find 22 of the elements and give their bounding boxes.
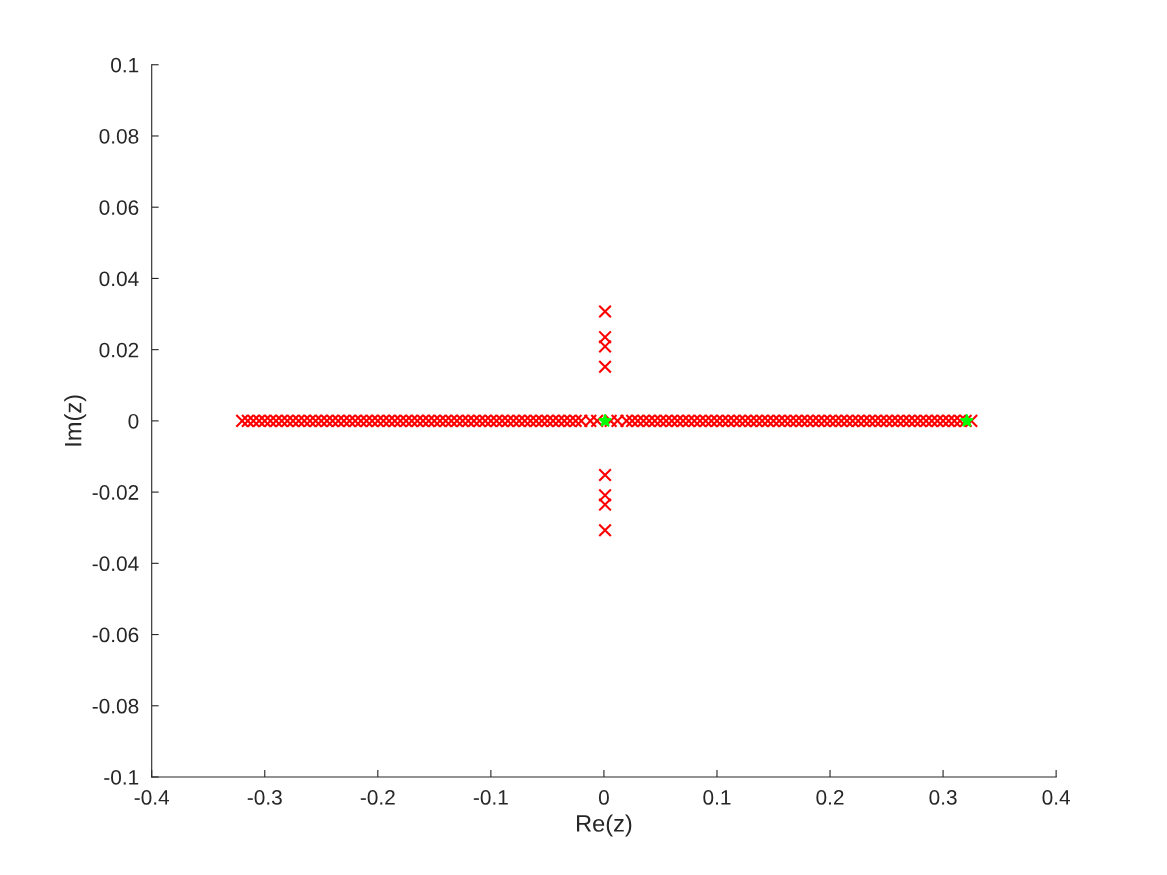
x-tick-label: 0.4 bbox=[1042, 790, 1071, 805]
x-axis-title: Re(z) bbox=[577, 814, 632, 837]
x-tick-label: -0.1 bbox=[473, 790, 508, 805]
y-tick-label: -0.1 bbox=[104, 770, 139, 785]
y-axis-title: Im(z) bbox=[64, 395, 87, 446]
x-tick-label: 0.3 bbox=[929, 790, 957, 805]
x-tick-label: 0.1 bbox=[703, 790, 731, 805]
y-tick-label: -0.06 bbox=[92, 627, 139, 643]
y-tick-label: 0.04 bbox=[99, 271, 139, 287]
y-tick-label: 0.1 bbox=[111, 57, 139, 73]
x-tick-label: 0.2 bbox=[816, 790, 844, 805]
y-tick-label: 0.06 bbox=[99, 200, 139, 215]
x-tick-label: -0.3 bbox=[247, 790, 282, 805]
y-tick-label: 0.02 bbox=[99, 342, 139, 358]
y-tick-label: 0 bbox=[128, 413, 139, 429]
x-tick-label: -0.2 bbox=[360, 790, 395, 805]
y-tick-label: -0.02 bbox=[92, 485, 139, 500]
y-tick-label: -0.04 bbox=[92, 556, 139, 572]
y-tick-label: -0.08 bbox=[92, 698, 139, 714]
x-tick-label: -0.4 bbox=[134, 790, 170, 805]
y-tick-label: 0.08 bbox=[99, 128, 139, 144]
x-tick-label: 0 bbox=[598, 790, 609, 805]
